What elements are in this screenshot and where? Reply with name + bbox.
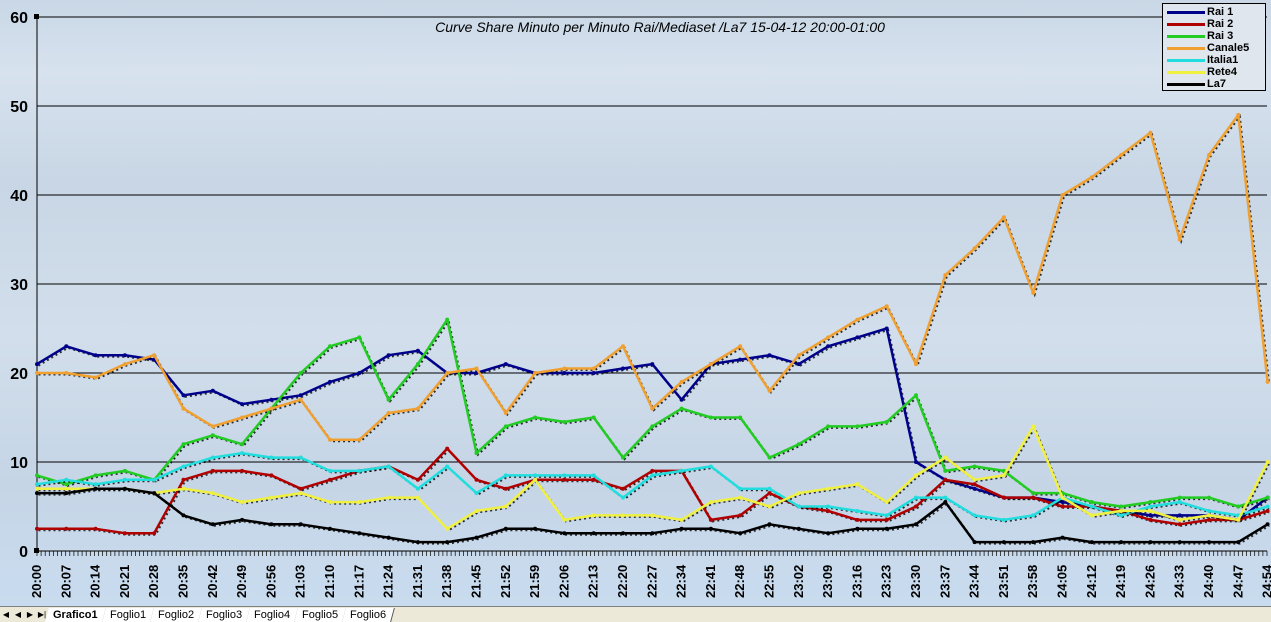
legend-swatch-icon bbox=[1167, 58, 1205, 62]
prev-sheet-button[interactable]: ◀ bbox=[14, 610, 22, 619]
svg-text:22:48: 22:48 bbox=[732, 565, 747, 598]
legend-swatch-icon bbox=[1167, 82, 1205, 86]
legend-item-rai2: Rai 2 bbox=[1167, 18, 1265, 30]
svg-text:10: 10 bbox=[10, 455, 28, 472]
legend-swatch-icon bbox=[1167, 34, 1205, 38]
svg-text:22:20: 22:20 bbox=[615, 565, 630, 598]
tab-foglio4[interactable]: Foglio4 bbox=[245, 607, 299, 622]
tab-foglio3[interactable]: Foglio3 bbox=[197, 607, 251, 622]
legend-item-rai1: Rai 1 bbox=[1167, 6, 1265, 18]
legend-item-rete4: Rete4 bbox=[1167, 66, 1265, 78]
svg-text:23:23: 23:23 bbox=[879, 565, 894, 598]
svg-text:24:19: 24:19 bbox=[1113, 565, 1128, 598]
svg-text:23:30: 23:30 bbox=[908, 565, 923, 598]
svg-text:21:38: 21:38 bbox=[439, 565, 454, 598]
svg-text:22:13: 22:13 bbox=[586, 565, 601, 598]
tab-foglio2[interactable]: Foglio2 bbox=[149, 607, 203, 622]
sheet-tab-bar: ◀ ◀ ▶ ▶| Grafico1 Foglio1 Foglio2 Foglio… bbox=[0, 606, 1271, 622]
svg-text:20:00: 20:00 bbox=[29, 565, 44, 598]
svg-text:22:06: 22:06 bbox=[556, 565, 571, 598]
legend-item-italia1: Italia1 bbox=[1167, 54, 1265, 66]
svg-text:21:52: 21:52 bbox=[498, 565, 513, 598]
legend-item-rai3: Rai 3 bbox=[1167, 30, 1265, 42]
chart-title: Curve Share Minuto per Minuto Rai/Medias… bbox=[435, 19, 885, 35]
svg-text:23:16: 23:16 bbox=[849, 565, 864, 598]
legend-swatch-icon bbox=[1167, 70, 1205, 74]
svg-text:20:28: 20:28 bbox=[146, 565, 161, 598]
svg-text:23:58: 23:58 bbox=[1025, 565, 1040, 598]
svg-text:24:54: 24:54 bbox=[1260, 564, 1271, 598]
line-chart: 0 10 20 30 40 50 60 20:00 20:07 20:14 20:21 20:28 20… bbox=[10, 10, 1271, 598]
svg-text:50: 50 bbox=[10, 99, 28, 116]
svg-text:21:17: 21:17 bbox=[351, 565, 366, 598]
svg-text:24:26: 24:26 bbox=[1142, 565, 1157, 598]
chart-area[interactable]: 0 10 20 30 40 50 60 20:00 20:07 20:14 20:21 20:28 20… bbox=[0, 0, 1271, 606]
svg-text:0: 0 bbox=[19, 544, 28, 561]
svg-text:22:55: 22:55 bbox=[762, 565, 777, 598]
svg-text:21:03: 21:03 bbox=[293, 565, 308, 598]
tab-grafico1[interactable]: Grafico1 bbox=[45, 607, 107, 622]
svg-text:60: 60 bbox=[10, 10, 28, 27]
svg-text:24:40: 24:40 bbox=[1201, 565, 1216, 598]
tab-foglio1[interactable]: Foglio1 bbox=[101, 607, 155, 622]
svg-text:22:34: 22:34 bbox=[674, 564, 689, 598]
tab-foglio6[interactable]: Foglio6 bbox=[342, 607, 395, 622]
legend-swatch-icon bbox=[1167, 46, 1205, 50]
svg-text:23:37: 23:37 bbox=[937, 565, 952, 598]
svg-text:23:44: 23:44 bbox=[967, 564, 982, 598]
svg-text:24:12: 24:12 bbox=[1084, 565, 1099, 598]
svg-text:40: 40 bbox=[10, 188, 28, 205]
svg-text:21:45: 21:45 bbox=[469, 565, 484, 598]
svg-text:23:51: 23:51 bbox=[996, 565, 1011, 598]
svg-text:24:47: 24:47 bbox=[1230, 565, 1245, 598]
legend-swatch-icon bbox=[1167, 22, 1205, 26]
svg-text:21:59: 21:59 bbox=[527, 565, 542, 598]
svg-text:21:31: 21:31 bbox=[410, 565, 425, 598]
next-sheet-button[interactable]: ▶ bbox=[26, 610, 34, 619]
legend-swatch-icon bbox=[1167, 10, 1205, 14]
svg-text:24:33: 24:33 bbox=[1172, 565, 1187, 598]
svg-text:20:42: 20:42 bbox=[205, 565, 220, 598]
legend-item-canale5: Canale5 bbox=[1167, 42, 1265, 54]
svg-text:23:09: 23:09 bbox=[820, 565, 835, 598]
svg-text:30: 30 bbox=[10, 277, 28, 294]
svg-text:20:56: 20:56 bbox=[263, 565, 278, 598]
svg-text:23:02: 23:02 bbox=[791, 565, 806, 598]
svg-text:20:35: 20:35 bbox=[176, 565, 191, 598]
svg-text:20:07: 20:07 bbox=[58, 565, 73, 598]
svg-text:20:21: 20:21 bbox=[117, 565, 132, 598]
svg-text:20:14: 20:14 bbox=[88, 564, 103, 598]
svg-text:20: 20 bbox=[10, 366, 28, 383]
svg-text:20:49: 20:49 bbox=[234, 565, 249, 598]
svg-text:21:10: 21:10 bbox=[322, 565, 337, 598]
legend-item-la7: La7 bbox=[1167, 78, 1265, 90]
svg-text:24:05: 24:05 bbox=[1055, 565, 1070, 598]
first-sheet-button[interactable]: ◀ bbox=[2, 610, 10, 619]
chart-legend[interactable]: Rai 1 Rai 2 Rai 3 Canale5 Italia1 Rete4 … bbox=[1162, 3, 1266, 91]
svg-text:21:24: 21:24 bbox=[381, 564, 396, 598]
svg-text:22:27: 22:27 bbox=[644, 565, 659, 598]
tab-foglio5[interactable]: Foglio5 bbox=[294, 607, 347, 622]
last-sheet-button[interactable]: ▶| bbox=[37, 610, 47, 619]
svg-text:22:41: 22:41 bbox=[703, 565, 718, 598]
